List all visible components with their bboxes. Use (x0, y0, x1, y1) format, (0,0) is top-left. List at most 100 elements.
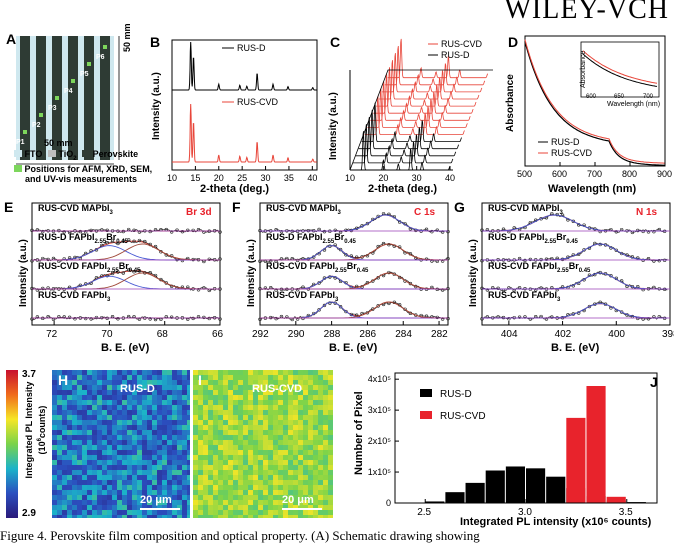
pl-pixel (193, 505, 198, 510)
pl-pixel (127, 485, 132, 490)
tick-label: 40 (445, 173, 455, 183)
pl-pixel (233, 380, 238, 385)
pl-pixel (147, 500, 152, 505)
colorbar-label-2: (10 (37, 441, 47, 455)
pl-pixel (218, 485, 223, 490)
pl-pixel (328, 380, 333, 385)
pl-pixel (132, 420, 137, 425)
pl-pixel (223, 380, 228, 385)
pl-pixel (77, 460, 82, 465)
pl-pixel (172, 465, 177, 470)
position-label: P4 (64, 88, 73, 95)
pl-pixel (298, 500, 303, 505)
xps-data-point (435, 228, 439, 232)
pl-pixel (187, 390, 190, 395)
xps-data-point (571, 219, 576, 224)
xps-data-point (446, 316, 450, 321)
pl-pixel (263, 510, 268, 515)
pl-pixel (208, 425, 213, 430)
pl-pixel (87, 405, 92, 410)
pl-pixel (233, 395, 238, 400)
pl-pixel (313, 375, 318, 380)
pl-pixel (213, 400, 218, 405)
pl-pixel (193, 480, 198, 485)
pl-pixel (167, 470, 172, 475)
pl-pixel (112, 435, 117, 440)
pl-pixel (323, 515, 328, 518)
pl-pixel (298, 445, 303, 450)
panel-label-c: C (330, 34, 341, 50)
tick-label: 800 (622, 169, 637, 179)
xps-data-point (121, 239, 126, 243)
pl-pixel (182, 445, 187, 450)
pl-pixel (122, 450, 127, 455)
xps-data-point (41, 286, 45, 291)
pl-pixel (172, 510, 177, 515)
xps-data-point (528, 257, 533, 262)
pl-pixel (117, 510, 122, 515)
pl-pixel (273, 470, 278, 475)
pl-pixel (87, 415, 92, 420)
pl-pixel (323, 465, 328, 470)
tick-label: 72 (46, 329, 58, 340)
pl-pixel (182, 420, 187, 425)
pl-pixel (213, 415, 218, 420)
xps-component (32, 275, 220, 290)
pl-pixel (278, 495, 283, 500)
pl-pixel (223, 475, 228, 480)
pl-pixel (273, 440, 278, 445)
pl-pixel (273, 475, 278, 480)
pl-pixel (112, 485, 117, 490)
pl-pixel (152, 485, 157, 490)
pl-pixel (313, 515, 318, 518)
pl-pixel (167, 395, 172, 400)
xps-data-point (480, 228, 484, 232)
pl-pixel (167, 430, 172, 435)
pl-pixel (147, 490, 152, 495)
pl-pixel (167, 490, 172, 495)
pl-pixel (198, 440, 203, 445)
pl-pixel (112, 420, 117, 425)
colorbar-label: Integrated PL Intensity (106counts) (24, 360, 48, 500)
pl-pixel (208, 395, 213, 400)
pl-pixel (273, 395, 278, 400)
pl-pixel (182, 440, 187, 445)
pl-pixel (172, 480, 177, 485)
pl-pixel (193, 390, 198, 395)
pl-pixel (303, 505, 308, 510)
pl-pixel (283, 380, 288, 385)
pl-pixel (293, 395, 298, 400)
pl-pixel (318, 480, 323, 485)
pl-pixel (147, 370, 152, 375)
pl-pixel (213, 430, 218, 435)
pl-pixel (293, 385, 298, 390)
pl-pixel (187, 470, 190, 475)
pl-pixel (72, 385, 77, 390)
xps-xlabel: B. E. (eV) (101, 342, 150, 354)
pl-pixel (122, 490, 127, 495)
pl-pixel (162, 375, 167, 380)
panel-a-legend: FTO TiO2 Perovskite Positions for AFM, X… (14, 149, 154, 184)
pl-pixel (308, 505, 313, 510)
pl-pixel (77, 400, 82, 405)
pl-pixel (308, 455, 313, 460)
pl-pixel (243, 430, 248, 435)
pl-pixel (198, 405, 203, 410)
pl-pixel (62, 385, 67, 390)
pl-pixel (137, 420, 142, 425)
xps-data-point (403, 307, 407, 311)
xps-trace-label: RUS-CVD MAPbI3 (38, 203, 114, 216)
pl-pixel (167, 500, 172, 505)
pl-pixel (328, 465, 333, 470)
pl-pixel (92, 415, 97, 420)
inset-tick-1: 650 (614, 94, 625, 100)
trace-br-sub: 0.45 (344, 239, 356, 245)
pl-pixel (238, 400, 243, 405)
pl-pixel (127, 410, 132, 415)
pl-pixel (122, 470, 127, 475)
pl-pixel (117, 380, 122, 385)
trace-name: RUS-CVD FAPbI (266, 290, 335, 300)
trace-br: Br (334, 232, 344, 242)
pl-pixel (253, 405, 258, 410)
pl-pixel (172, 500, 177, 505)
